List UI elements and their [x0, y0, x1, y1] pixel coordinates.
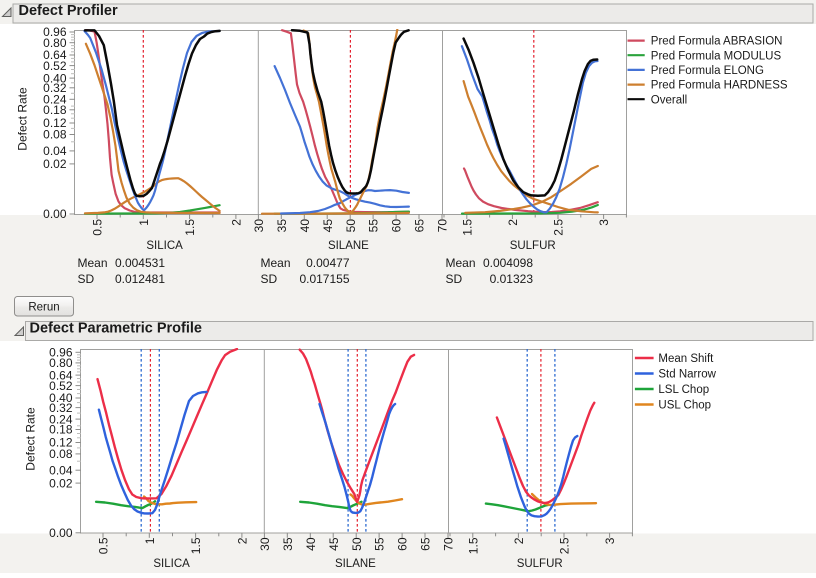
svg-text:0.02: 0.02 — [49, 476, 73, 490]
svg-text:65: 65 — [419, 537, 433, 551]
svg-text:Mean Shift: Mean Shift — [658, 353, 714, 365]
svg-text:0.18: 0.18 — [43, 103, 67, 117]
svg-text:0.18: 0.18 — [49, 423, 73, 437]
svg-text:SD: SD — [446, 272, 463, 286]
svg-text:2: 2 — [230, 219, 244, 226]
svg-text:0.08: 0.08 — [49, 447, 73, 461]
svg-text:35: 35 — [275, 219, 289, 233]
svg-text:Pred Formula ABRASION: Pred Formula ABRASION — [651, 36, 783, 48]
svg-text:2.5: 2.5 — [558, 537, 572, 554]
svg-text:0.00477: 0.00477 — [306, 256, 350, 270]
svg-text:2: 2 — [236, 537, 250, 544]
svg-text:LSL Chop: LSL Chop — [658, 384, 709, 396]
svg-text:0.00: 0.00 — [43, 207, 67, 221]
svg-text:Defect Profiler: Defect Profiler — [19, 3, 118, 19]
svg-text:0.00: 0.00 — [49, 526, 73, 540]
svg-text:0.96: 0.96 — [49, 346, 73, 360]
svg-text:0.96: 0.96 — [43, 25, 67, 39]
svg-text:1: 1 — [137, 219, 151, 226]
svg-text:0.12: 0.12 — [49, 436, 73, 450]
svg-text:Pred Formula HARDNESS: Pred Formula HARDNESS — [651, 80, 788, 92]
svg-text:0.80: 0.80 — [49, 356, 73, 370]
svg-text:30: 30 — [258, 537, 272, 551]
svg-text:35: 35 — [281, 537, 295, 551]
svg-text:50: 50 — [350, 537, 364, 551]
svg-text:0.52: 0.52 — [49, 379, 73, 393]
svg-text:3: 3 — [597, 219, 611, 226]
svg-text:SILICA: SILICA — [153, 558, 190, 570]
svg-text:0.52: 0.52 — [43, 59, 67, 73]
svg-text:SD: SD — [78, 272, 95, 286]
svg-text:Rerun: Rerun — [28, 301, 59, 313]
svg-text:0.32: 0.32 — [49, 401, 73, 415]
svg-text:70: 70 — [436, 219, 450, 233]
svg-text:0.32: 0.32 — [43, 81, 67, 95]
svg-text:65: 65 — [413, 219, 427, 233]
svg-text:Defect Rate: Defect Rate — [23, 407, 37, 471]
svg-text:Defect Parametric Profile: Defect Parametric Profile — [30, 321, 202, 337]
svg-text:Pred Formula MODULUS: Pred Formula MODULUS — [651, 50, 782, 62]
svg-text:2: 2 — [506, 219, 520, 226]
svg-text:40: 40 — [304, 537, 318, 551]
svg-text:2.5: 2.5 — [552, 219, 566, 236]
svg-text:0.24: 0.24 — [49, 412, 73, 426]
svg-text:60: 60 — [390, 219, 404, 233]
svg-text:30: 30 — [252, 219, 266, 233]
svg-text:SULFUR: SULFUR — [510, 240, 556, 252]
svg-text:1.5: 1.5 — [460, 219, 474, 236]
svg-text:40: 40 — [298, 219, 312, 233]
svg-text:0.04: 0.04 — [43, 144, 67, 158]
svg-text:0.017155: 0.017155 — [299, 272, 349, 286]
svg-text:2: 2 — [512, 537, 526, 544]
svg-text:Std Narrow: Std Narrow — [658, 369, 716, 381]
svg-text:50: 50 — [344, 219, 358, 233]
svg-text:0.24: 0.24 — [43, 93, 67, 107]
svg-text:Mean: Mean — [78, 256, 108, 270]
svg-text:0.004098: 0.004098 — [483, 256, 533, 270]
svg-text:0.5: 0.5 — [97, 537, 111, 554]
svg-text:70: 70 — [442, 537, 456, 551]
svg-text:0.80: 0.80 — [43, 36, 67, 50]
svg-text:55: 55 — [367, 219, 381, 233]
svg-text:Overall: Overall — [651, 94, 687, 106]
svg-text:1.5: 1.5 — [466, 537, 480, 554]
svg-text:3: 3 — [603, 537, 617, 544]
svg-text:SILICA: SILICA — [146, 240, 183, 252]
svg-text:0.64: 0.64 — [43, 48, 67, 62]
svg-text:Mean: Mean — [446, 256, 476, 270]
svg-text:SILANE: SILANE — [328, 240, 369, 252]
svg-text:SILANE: SILANE — [335, 558, 376, 570]
svg-text:0.40: 0.40 — [49, 391, 73, 405]
svg-text:0.02: 0.02 — [43, 157, 67, 171]
svg-text:0.01323: 0.01323 — [490, 272, 534, 286]
svg-text:0.64: 0.64 — [49, 368, 73, 382]
svg-text:0.004531: 0.004531 — [115, 256, 165, 270]
svg-text:SD: SD — [261, 272, 278, 286]
svg-text:1.5: 1.5 — [189, 537, 203, 554]
svg-text:SULFUR: SULFUR — [517, 558, 563, 570]
svg-text:45: 45 — [327, 537, 341, 551]
svg-text:1: 1 — [143, 537, 157, 544]
svg-text:45: 45 — [321, 219, 335, 233]
svg-text:0.08: 0.08 — [43, 128, 67, 142]
svg-text:0.04: 0.04 — [49, 463, 73, 477]
svg-text:60: 60 — [396, 537, 410, 551]
svg-text:Pred Formula ELONG: Pred Formula ELONG — [651, 65, 764, 77]
svg-text:0.12: 0.12 — [43, 116, 67, 130]
svg-text:Defect Rate: Defect Rate — [16, 87, 30, 151]
svg-text:0.40: 0.40 — [43, 71, 67, 85]
svg-text:Mean: Mean — [261, 256, 291, 270]
svg-text:55: 55 — [373, 537, 387, 551]
svg-text:1.5: 1.5 — [183, 219, 197, 236]
svg-text:0.012481: 0.012481 — [115, 272, 165, 286]
svg-text:USL Chop: USL Chop — [658, 400, 711, 412]
svg-text:0.5: 0.5 — [91, 219, 105, 236]
